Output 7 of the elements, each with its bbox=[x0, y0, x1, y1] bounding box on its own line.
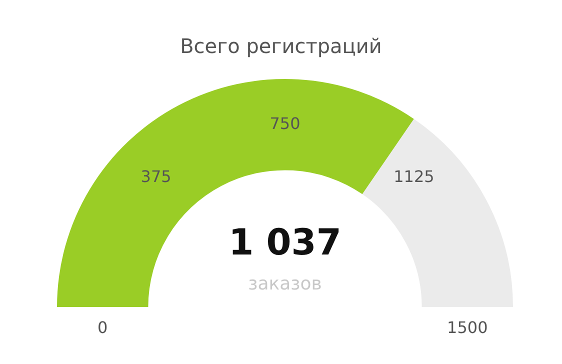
text: 0 bbox=[98, 318, 108, 338]
chart-title: Всего регистраций bbox=[180, 34, 382, 58]
text: 375 bbox=[140, 167, 172, 186]
text: 1125 bbox=[394, 167, 434, 186]
text: 750 bbox=[270, 114, 300, 133]
text: 1500 bbox=[447, 318, 488, 338]
data-label: 1 037 bbox=[228, 222, 342, 264]
